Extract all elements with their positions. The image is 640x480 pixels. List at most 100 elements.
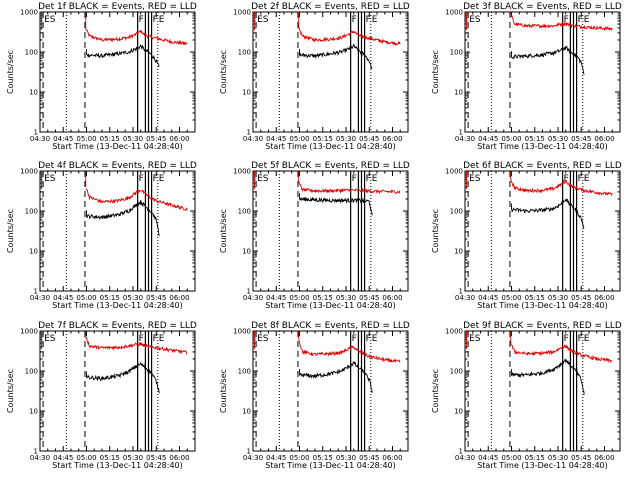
y-tick-label: 10 <box>29 89 38 97</box>
y-tick-label: 10 <box>29 408 38 416</box>
lld-series-line <box>510 342 613 364</box>
x-tick-label: 05:45 <box>359 454 379 462</box>
marker-label: F <box>366 334 371 344</box>
y-tick-label: 1 <box>247 129 251 137</box>
y-tick-label: 1 <box>34 288 38 296</box>
marker-label: ES <box>469 15 481 25</box>
x-tick-label: 06:00 <box>169 294 189 302</box>
x-tick-label: 04:45 <box>53 454 73 462</box>
panel-4: Det 4f BLACK = Events, RED = LLD 1 10 100 10… <box>6 161 197 310</box>
x-axis-label: Start Time (13-Dec-11 04:28:40) <box>265 301 396 310</box>
lld-series-line <box>298 181 401 195</box>
x-tick-label: 04:30 <box>30 294 50 302</box>
x-tick-label: 06:00 <box>169 454 189 462</box>
y-tick-label: 100 <box>238 49 251 57</box>
panel-8: Det 8f BLACK = Events, RED = LLD 1 10 100 10… <box>219 321 410 470</box>
x-tick-label: 05:00 <box>501 294 521 302</box>
panel-7: Det 7f BLACK = Events, RED = LLD 1 10 100 10… <box>6 321 197 470</box>
lld-series-line <box>85 28 188 46</box>
plot-frame <box>464 11 621 133</box>
x-tick-label: 05:30 <box>548 454 568 462</box>
events-series-line <box>299 196 373 216</box>
x-tick-label: 04:45 <box>478 135 498 143</box>
panel-3: Det 3f BLACK = Events, RED = LLD 1 10 100 10… <box>431 2 622 151</box>
y-tick-label: 1 <box>247 288 251 296</box>
plot-frame <box>464 330 621 452</box>
x-tick-label: 05:30 <box>123 135 143 143</box>
x-tick-label: 05:15 <box>313 454 333 462</box>
x-tick-label: 04:30 <box>243 135 263 143</box>
panel-title: Det 3f BLACK = Events, RED = LLD <box>463 2 622 12</box>
x-axis-label: Start Time (13-Dec-11 04:28:40) <box>52 142 183 151</box>
y-tick-label: 100 <box>25 208 38 216</box>
marker-label: E <box>372 15 378 25</box>
y-tick-label: 10 <box>242 408 251 416</box>
y-tick-label: 1000 <box>20 9 38 17</box>
marker-label: ES <box>469 334 481 344</box>
panel-9: Det 9f BLACK = Events, RED = LLD 1 10 100 10… <box>431 321 622 470</box>
lld-series-line <box>85 188 188 211</box>
x-tick-label: 05:00 <box>76 135 96 143</box>
y-tick-label: 10 <box>29 248 38 256</box>
x-tick-label: 04:45 <box>478 294 498 302</box>
lld-series-line <box>298 27 401 46</box>
y-axis-label: Counts/sec <box>6 369 15 413</box>
x-tick-label: 04:45 <box>53 135 73 143</box>
events-series-line <box>86 43 160 67</box>
marker-label: F <box>352 334 357 344</box>
events-series-line <box>511 198 585 229</box>
x-tick-label: 04:30 <box>30 135 50 143</box>
marker-label: ES <box>44 334 56 344</box>
y-tick-label: 1 <box>34 448 38 456</box>
x-tick-label: 06:00 <box>382 454 402 462</box>
x-tick-label: 05:45 <box>146 135 166 143</box>
x-tick-label: 06:00 <box>594 294 614 302</box>
marker-label: ES <box>469 174 481 184</box>
y-tick-label: 10 <box>242 89 251 97</box>
x-tick-label: 05:00 <box>76 294 96 302</box>
panel-title: Det 9f BLACK = Events, RED = LLD <box>463 321 622 331</box>
marker-label: ES <box>257 15 269 25</box>
x-axis-label: Start Time (13-Dec-11 04:28:40) <box>477 461 608 470</box>
events-series-line <box>299 361 373 393</box>
x-tick-label: 05:45 <box>146 294 166 302</box>
x-tick-label: 04:45 <box>53 294 73 302</box>
y-axis-label: Counts/sec <box>431 369 440 413</box>
y-axis-label: Counts/sec <box>431 50 440 94</box>
y-tick-label: 1000 <box>233 9 251 17</box>
marker-label: F <box>578 174 583 184</box>
panel-5: Det 5f BLACK = Events, RED = LLD 1 10 100 10… <box>219 161 410 310</box>
x-tick-label: 06:00 <box>382 135 402 143</box>
y-tick-label: 1000 <box>20 168 38 176</box>
panel-title: Det 8f BLACK = Events, RED = LLD <box>251 321 410 331</box>
events-series-line <box>86 361 160 394</box>
x-tick-label: 04:30 <box>455 294 475 302</box>
y-tick-label: 1000 <box>445 168 463 176</box>
panel-2: Det 2f BLACK = Events, RED = LLD 1 10 100 10… <box>219 2 410 151</box>
x-tick-label: 05:00 <box>501 454 521 462</box>
marker-label: E <box>584 334 590 344</box>
x-tick-label: 04:45 <box>266 135 286 143</box>
marker-label: F <box>578 334 583 344</box>
marker-label: F <box>139 15 144 25</box>
x-tick-label: 04:45 <box>266 294 286 302</box>
y-axis-label: Counts/sec <box>219 50 228 94</box>
lld-series-line <box>85 336 188 355</box>
marker-label: F <box>153 334 158 344</box>
y-tick-label: 10 <box>454 89 463 97</box>
marker-label: E <box>159 174 165 184</box>
plot-frame <box>39 170 196 292</box>
x-tick-label: 06:00 <box>594 135 614 143</box>
events-series-line <box>299 43 373 70</box>
x-tick-label: 06:00 <box>594 454 614 462</box>
lld-series-line <box>298 339 401 364</box>
events-series-line <box>86 200 160 237</box>
panel-title: Det 6f BLACK = Events, RED = LLD <box>463 161 622 171</box>
x-tick-label: 05:15 <box>525 294 545 302</box>
marker-label: F <box>153 15 158 25</box>
y-axis-label: Counts/sec <box>219 209 228 253</box>
y-axis-label: Counts/sec <box>6 209 15 253</box>
x-tick-label: 05:30 <box>548 135 568 143</box>
y-tick-label: 1000 <box>233 168 251 176</box>
